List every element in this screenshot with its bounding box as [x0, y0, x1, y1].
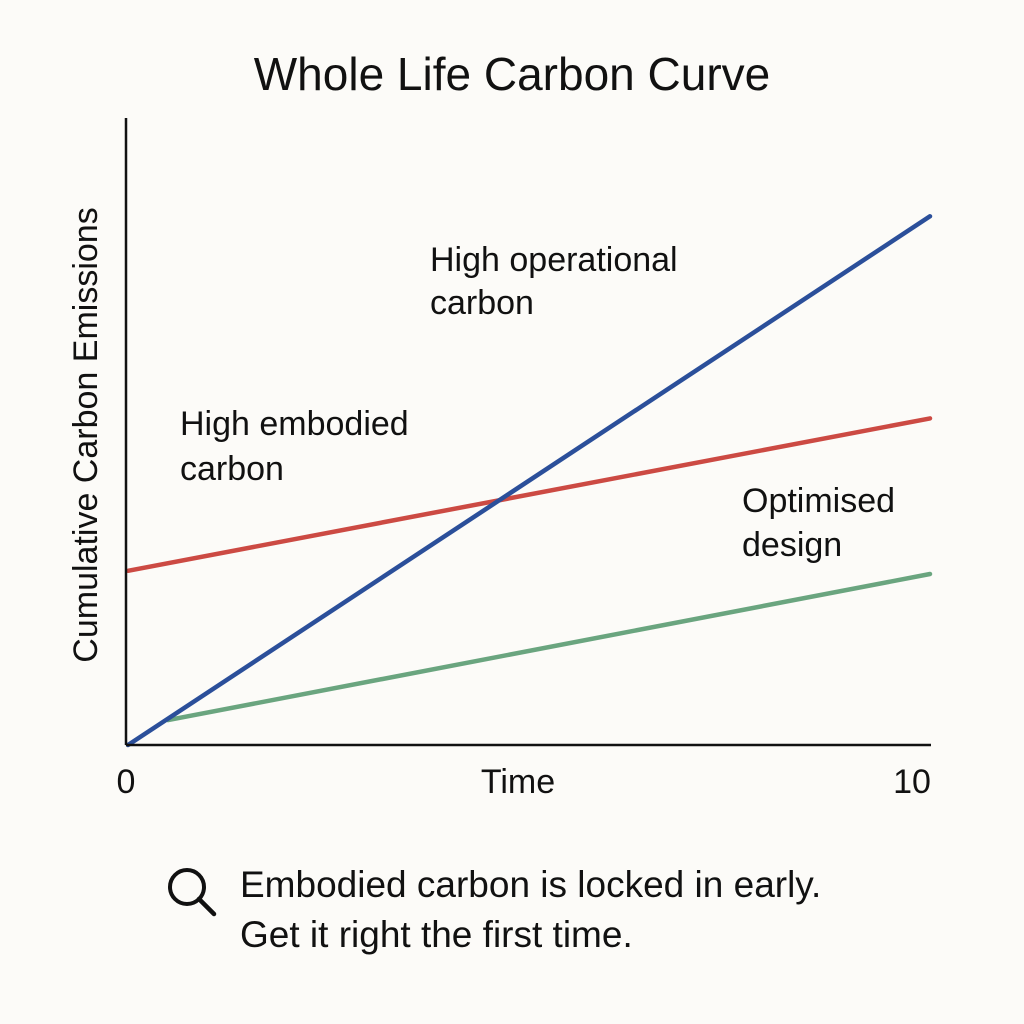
series-lines	[125, 214, 933, 748]
y-axis-label: Cumulative Carbon Emissions	[67, 207, 105, 662]
series-line-high-embodied-carbon	[125, 416, 933, 574]
label-high-embodied-carbon: High embodied carbon	[180, 405, 418, 488]
x-tick-label-0: 0	[117, 763, 136, 801]
footnote-line-1: Embodied carbon is locked in early.	[240, 864, 822, 905]
label-high-operational-carbon: High operational carbon	[430, 241, 687, 322]
x-axis-label: Time	[481, 763, 555, 801]
label-optimised-design: Optimised design	[742, 482, 905, 564]
series-line-high-operational-carbon	[125, 214, 933, 748]
magnifier-icon	[168, 868, 217, 917]
x-tick-label-10: 10	[893, 763, 931, 801]
footnote: Embodied carbon is locked in early. Get …	[164, 860, 984, 970]
chart-title: Whole Life Carbon Curve	[254, 48, 770, 100]
series-line-optimised-design	[165, 571, 933, 723]
footnote-line-2: Get it right the first time.	[240, 914, 633, 955]
footnote-text: Embodied carbon is locked in early. Get …	[240, 860, 821, 960]
